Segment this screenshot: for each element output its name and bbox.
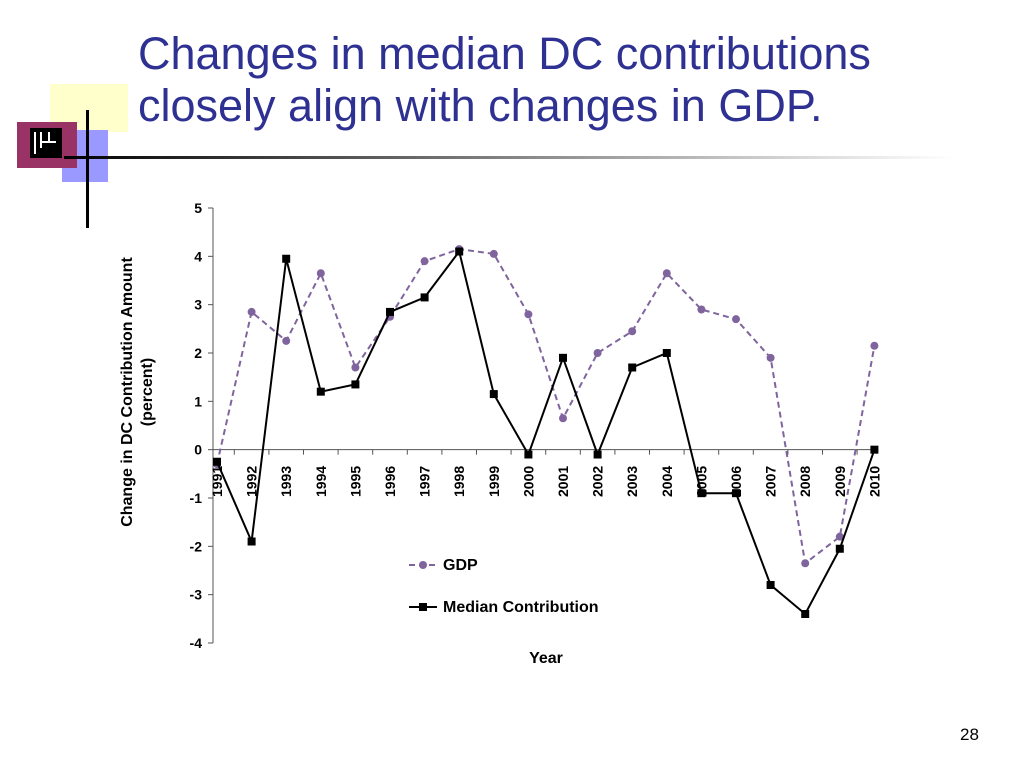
x-tick-label: 2010	[866, 466, 882, 497]
median-contribution-point	[282, 254, 291, 263]
median-contribution-point	[593, 450, 602, 459]
gdp-point	[870, 341, 879, 350]
median-contribution-point	[870, 445, 879, 454]
x-tick-label: 1994	[313, 466, 329, 497]
x-tick-label: 1991	[209, 466, 225, 497]
median-contribution-point	[732, 489, 740, 498]
x-tick-label: 2009	[832, 466, 848, 497]
slide-logo-icon	[30, 128, 62, 158]
median-contribution-point	[351, 380, 360, 389]
x-tick-label: 2004	[659, 466, 675, 497]
y-tick-label: -3	[190, 587, 203, 603]
gdp-point	[801, 559, 810, 568]
x-tick-label: 1999	[486, 466, 502, 497]
y-tick-label: 4	[194, 248, 202, 264]
gdp-line	[216, 248, 876, 566]
gdp-point	[662, 269, 671, 278]
vertical-rule	[86, 110, 89, 228]
x-tick-label: 2006	[728, 466, 744, 497]
x-tick-label: 1997	[417, 466, 433, 497]
y-axis-title-line-2: (percent)	[139, 358, 156, 426]
slide-title-line-1: Changes in median DC contributions	[138, 28, 871, 79]
median-contribution-point	[489, 390, 498, 399]
y-axis-title-line-1: Change in DC Contribution Amount	[119, 257, 136, 527]
x-tick-label: 2007	[763, 466, 779, 497]
x-tick-label: 2000	[520, 466, 536, 497]
x-tick-label: 2008	[797, 466, 813, 497]
x-tick-label: 1998	[451, 466, 467, 497]
gdp-point	[835, 532, 844, 541]
y-tick-label: 1	[194, 393, 202, 409]
slide-title: Changes in median DC contributions close…	[138, 28, 998, 132]
median-contribution-line	[216, 249, 876, 616]
gdp-point	[420, 257, 429, 266]
y-tick-label: 3	[194, 297, 202, 313]
median-contribution-point	[455, 247, 464, 256]
gdp-point	[766, 353, 775, 362]
slide-title-line-2: closely align with changes in GDP.	[138, 80, 823, 131]
legend-gdp-marker	[419, 561, 427, 569]
y-tick-label: -4	[190, 635, 203, 651]
gdp-point	[282, 336, 291, 345]
y-tick-label: 5	[194, 200, 202, 216]
x-tick-label: 1992	[244, 466, 260, 497]
median-contribution-point	[801, 610, 810, 618]
median-contribution-point	[247, 537, 256, 546]
median-contribution-point	[559, 353, 567, 362]
median-contribution-point	[420, 293, 429, 302]
gdp-point	[697, 305, 706, 314]
median-contribution-point	[662, 349, 671, 357]
title-underline	[64, 156, 954, 159]
gdp-point	[316, 269, 325, 278]
median-contribution-point	[835, 544, 844, 553]
median-contribution-point	[524, 450, 533, 459]
x-tick-label: 2001	[555, 466, 571, 497]
median-contribution-point	[766, 581, 775, 589]
legend-median-contribution-label: Median Contribution	[443, 599, 599, 616]
x-tick-label: 1993	[278, 466, 294, 497]
gdp-point	[628, 327, 637, 336]
x-tick-label: 2003	[624, 466, 640, 497]
legend-gdp-label: GDP	[443, 557, 478, 574]
x-axis-title: Year	[529, 650, 563, 667]
gdp-point	[489, 249, 498, 258]
median-contribution-point	[386, 307, 394, 316]
x-tick-label: 2002	[590, 466, 606, 497]
y-tick-label: 2	[194, 345, 202, 361]
y-tick-label: 0	[194, 442, 202, 458]
y-tick-label: -2	[190, 538, 203, 554]
legend-median-contribution-marker	[419, 603, 427, 611]
gdp-point	[351, 363, 360, 372]
median-contribution-point	[213, 457, 221, 466]
gdp-point	[247, 307, 256, 316]
x-tick-label: 1995	[347, 466, 363, 497]
y-tick-label: -1	[190, 490, 203, 506]
median-contribution-point	[316, 387, 325, 396]
median-contribution-point	[697, 489, 706, 498]
x-tick-label: 2005	[693, 466, 709, 497]
gdp-point	[732, 315, 740, 324]
gdp-point	[593, 349, 602, 357]
page-number: 28	[960, 725, 979, 744]
gdp-point	[524, 310, 533, 319]
gdp-point	[559, 414, 567, 423]
x-tick-label: 1996	[382, 466, 398, 497]
median-contribution-point	[628, 363, 637, 372]
